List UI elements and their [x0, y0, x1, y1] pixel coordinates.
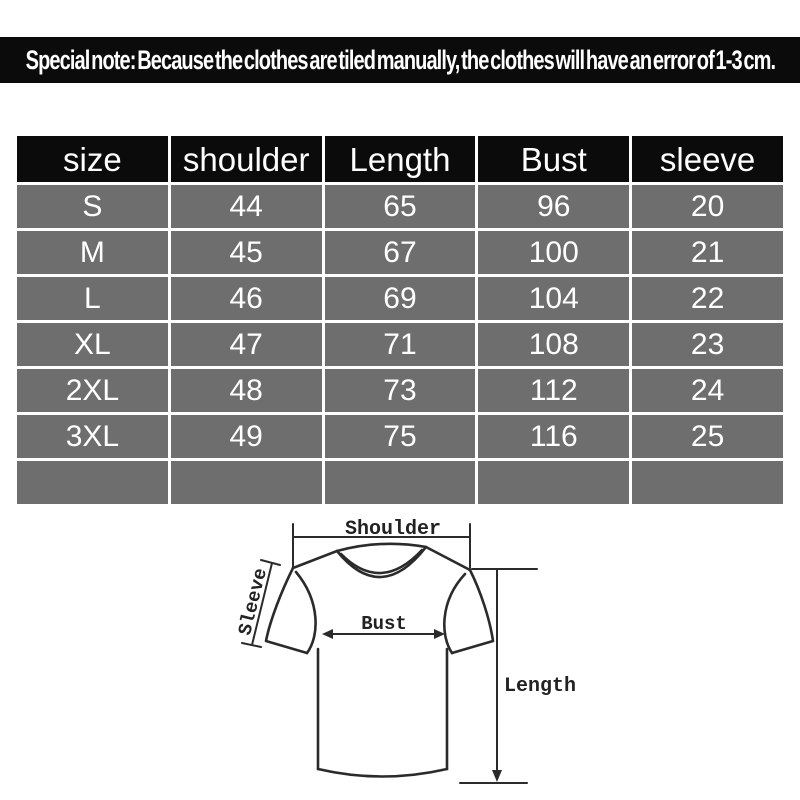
table-cell-value: 116 [478, 415, 630, 458]
table-cell-value: 47 [170, 323, 322, 366]
table-cell-value: 71 [324, 323, 476, 366]
bust-arrow-right [434, 629, 445, 639]
table-cell-size: 2XL [17, 369, 168, 412]
length-arrow-down [492, 770, 502, 782]
bust-arrow-left [322, 629, 333, 639]
length-label: Length [504, 675, 576, 698]
empty-cell [324, 461, 476, 504]
column-header-shoulder: shoulder [170, 136, 322, 182]
table-cell-value: 65 [324, 185, 476, 228]
measurement-lines [241, 523, 538, 784]
table-cell-value: 112 [478, 369, 630, 412]
table-cell-size: L [17, 277, 168, 320]
table-cell-value: 73 [324, 369, 476, 412]
column-header-size: size [17, 136, 168, 182]
table-cell-value: 46 [170, 277, 322, 320]
arrowheads [322, 629, 502, 782]
table-cell-value: 75 [324, 415, 476, 458]
empty-cell [17, 461, 168, 504]
sleeve-bottom-tick [241, 642, 262, 648]
table-cell-value: 21 [632, 231, 783, 274]
table-cell-value: 23 [632, 323, 783, 366]
table-cell-value: 49 [170, 415, 322, 458]
table-cell-size: 3XL [17, 415, 168, 458]
empty-cell [478, 461, 630, 504]
table-cell-value: 69 [324, 277, 476, 320]
table-cell-size: XL [17, 323, 168, 366]
table-cell-value: 96 [478, 185, 630, 228]
bust-label: Bust [361, 613, 407, 635]
empty-cell [632, 461, 783, 504]
tshirt-outline [264, 542, 495, 778]
tshirt-measurement-diagram: Shoulder Sleeve Bust Length [234, 518, 576, 784]
table-cell-value: 48 [170, 369, 322, 412]
table-cell-value: 24 [632, 369, 783, 412]
table-cell-value: 22 [632, 277, 783, 320]
shoulder-label: Shoulder [345, 518, 441, 541]
special-note-text: Special note: Because the clothes are ti… [25, 44, 775, 75]
table-cell-value: 108 [478, 323, 630, 366]
sleeve-label: Sleeve [234, 566, 272, 638]
column-header-sleeve: sleeve [632, 136, 783, 182]
table-cell-value: 25 [632, 415, 783, 458]
table-cell-size: M [17, 231, 168, 274]
table-cell-value: 67 [324, 231, 476, 274]
table-cell-value: 45 [170, 231, 322, 274]
special-note-banner: Special note: Because the clothes are ti… [0, 37, 800, 83]
table-cell-value: 104 [478, 277, 630, 320]
table-cell-value: 20 [632, 185, 783, 228]
column-header-bust: Bust [478, 136, 630, 182]
sleeve-top-tick [260, 559, 281, 566]
table-cell-size: S [17, 185, 168, 228]
sleeve-measure-line [251, 562, 273, 646]
size-chart-table: size shoulder Length Bust sleeve S 44 65… [17, 136, 783, 504]
table-cell-value: 100 [478, 231, 630, 274]
empty-cell [170, 461, 322, 504]
table-cell-value: 44 [170, 185, 322, 228]
column-header-length: Length [324, 136, 476, 182]
